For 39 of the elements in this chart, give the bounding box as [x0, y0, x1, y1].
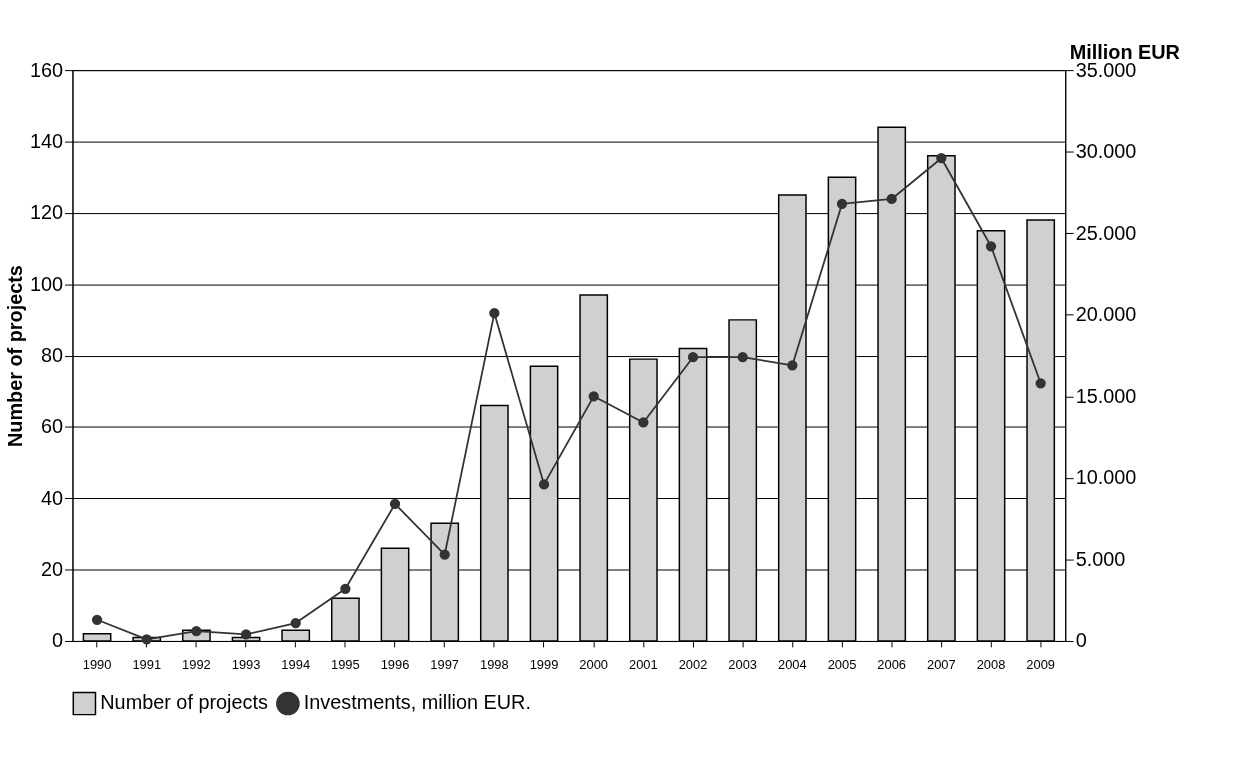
- y-tick-label: 160: [29, 58, 64, 81]
- x-tick-label: 1992: [182, 657, 211, 673]
- x-tick-label: 2006: [877, 657, 907, 673]
- y2-tick-label: 15.000: [1075, 384, 1137, 407]
- y-tick-label: 140: [29, 129, 64, 152]
- legend-label: Investments, million EUR.: [303, 691, 531, 714]
- x-tick-label: 1998: [480, 657, 509, 673]
- x-tick-label: 2005: [827, 657, 857, 673]
- y2-tick-label: 5.000: [1075, 547, 1126, 570]
- x-tick-label: 1996: [380, 657, 410, 673]
- x-tick-label: 1990: [82, 657, 112, 673]
- y2-tick-label: 20.000: [1075, 303, 1137, 326]
- x-tick-label: 2002: [678, 657, 708, 673]
- y-tick-label: 60: [40, 415, 64, 438]
- y2-tick-label: 25.000: [1075, 221, 1137, 244]
- y-tick-label: 120: [29, 201, 64, 224]
- y-axis-title: Number of projects: [3, 265, 26, 448]
- y-tick-label: 100: [29, 272, 64, 295]
- x-tick-label: 1995: [331, 657, 360, 673]
- x-tick-label: 1993: [231, 657, 261, 673]
- y2-tick-label: 10.000: [1075, 466, 1137, 489]
- y-tick-label: 0: [52, 629, 64, 652]
- y-tick-label: 80: [40, 344, 64, 367]
- x-tick-label: 2008: [976, 657, 1006, 673]
- x-tick-label: 2001: [629, 657, 658, 673]
- y-tick-label: 40: [40, 486, 64, 509]
- x-tick-label: 2009: [1026, 657, 1056, 673]
- x-tick-label: 1999: [529, 657, 559, 673]
- x-tick-label: 2003: [728, 657, 758, 673]
- x-tick-label: 1994: [281, 657, 311, 673]
- y2-tick-label: 0: [1075, 629, 1087, 652]
- x-tick-label: 1991: [132, 657, 162, 673]
- x-tick-label: 2000: [579, 657, 609, 673]
- legend-label: Number of projects: [100, 691, 268, 714]
- x-tick-label: 1997: [430, 657, 460, 673]
- y2-tick-label: 30.000: [1075, 140, 1137, 163]
- x-tick-label: 2007: [927, 657, 956, 673]
- y-tick-label: 20: [40, 558, 64, 581]
- x-tick-label: 2004: [778, 657, 807, 673]
